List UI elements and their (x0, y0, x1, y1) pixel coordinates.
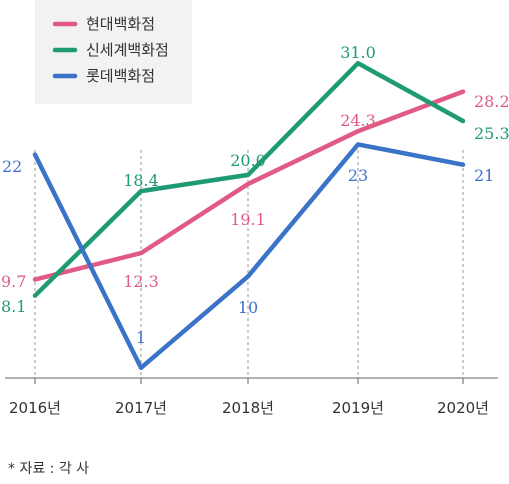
data-label-s2-4: 21 (474, 166, 494, 185)
x-tick-label-0: 2016년 (9, 399, 61, 417)
x-tick-label-2: 2018년 (222, 399, 274, 417)
series-lines (32, 60, 466, 371)
x-tick-label-1: 2017년 (115, 399, 167, 417)
source-note: * 자료 : 각 사 (8, 461, 90, 477)
grid-lines (34, 150, 464, 378)
data-label-s2-0: 22 (2, 157, 22, 176)
legend-label-0: 현대백화점 (86, 15, 155, 33)
series-line-0 (32, 89, 466, 282)
data-label-s0-0: 9.7 (1, 272, 26, 291)
data-labels: 9.7 12.3 19.1 24.3 28.2 8.1 18.4 20.0 31.0 25.3 22… (1, 43, 509, 347)
x-tick-marks (34, 378, 464, 384)
data-label-s1-2: 20.0 (230, 151, 266, 170)
data-label-s1-0: 8.1 (1, 297, 26, 316)
x-tick-labels: 2016년 2017년 2018년 2019년 2020년 (9, 399, 489, 417)
data-label-s2-1: 1 (136, 328, 146, 347)
data-label-s2-3: 23 (348, 166, 368, 185)
data-label-s2-2: 10 (238, 298, 258, 317)
data-label-s0-2: 19.1 (230, 210, 266, 229)
line-chart: 2016년 2017년 2018년 2019년 2020년 9.7 12.3 19.1 24.… (1, 0, 509, 417)
data-label-s1-1: 18.4 (123, 171, 159, 190)
series-line-2 (32, 142, 466, 371)
data-label-s0-4: 28.2 (474, 92, 509, 111)
data-label-s0-3: 24.3 (340, 111, 376, 130)
data-label-s0-1: 12.3 (123, 272, 159, 291)
legend-label-2: 롯데백화점 (86, 67, 155, 85)
x-tick-label-4: 2020년 (437, 399, 489, 417)
series-line-1 (32, 60, 466, 298)
data-label-s1-3: 31.0 (340, 43, 376, 62)
x-tick-label-3: 2019년 (332, 399, 384, 417)
legend-label-1: 신세계백화점 (86, 41, 169, 59)
data-label-s1-4: 25.3 (474, 124, 509, 143)
